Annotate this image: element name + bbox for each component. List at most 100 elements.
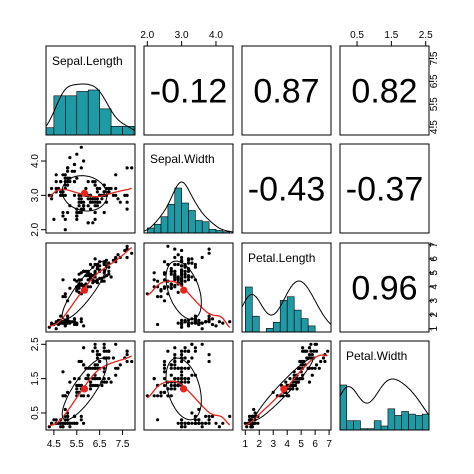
scatter-point — [183, 265, 187, 269]
scatter-point — [59, 321, 63, 325]
density-curve — [340, 378, 429, 416]
tick-label: 2.5 — [30, 337, 41, 351]
scatter-point — [217, 320, 221, 324]
scatter-point — [95, 186, 99, 191]
scatter-point — [197, 318, 201, 322]
scatter-point — [102, 342, 106, 346]
scatter-point — [104, 380, 109, 384]
scatter-point — [159, 390, 163, 394]
scatter-point — [180, 264, 184, 268]
scatter-point — [166, 349, 170, 353]
scatter-point — [86, 278, 90, 282]
scatter-point — [72, 180, 77, 184]
panel-border — [143, 143, 234, 234]
scatter-point — [180, 373, 184, 377]
scatter-point — [284, 380, 288, 384]
scatter-point — [91, 180, 95, 184]
scatter-point — [93, 257, 97, 261]
scatter-point — [176, 253, 180, 257]
tick-label: 5.5 — [429, 97, 440, 111]
scatter-point — [107, 269, 111, 273]
smoother-line — [146, 380, 231, 426]
scatter-point — [66, 314, 70, 318]
scatter-point — [180, 370, 184, 374]
scatter-point — [77, 278, 81, 282]
histogram-bar — [181, 202, 189, 233]
scatter-point — [298, 359, 302, 364]
scatter-point — [162, 260, 167, 264]
x-axis-Petal.Width: 0.5 1.5 2.5 — [350, 30, 433, 46]
scatter-point — [50, 186, 54, 191]
scatter-point — [109, 380, 113, 384]
density-curve — [144, 181, 233, 233]
scatter-point — [86, 373, 90, 377]
scatter-point — [309, 349, 313, 353]
scatter-point — [82, 324, 86, 328]
smoother-line — [49, 355, 133, 427]
tick-label: 5 — [429, 270, 440, 276]
scatter-point — [183, 380, 187, 384]
panel-border — [143, 340, 234, 431]
correlation-ellipse — [61, 260, 108, 320]
scatter-point — [125, 349, 129, 353]
scatter-point — [91, 349, 95, 353]
scatter-point — [183, 346, 187, 350]
scatter-point — [169, 286, 173, 290]
scatter-point — [314, 342, 319, 346]
scatter-point — [221, 421, 225, 425]
scatter-point — [130, 251, 134, 255]
scatter-point — [193, 320, 197, 324]
scatter-point — [180, 318, 184, 322]
scatter-point — [59, 180, 63, 184]
scatter-point — [307, 346, 312, 350]
scatter-point — [180, 321, 184, 325]
scatter-point — [162, 366, 167, 370]
scatter-point — [111, 356, 115, 360]
histogram-bar — [174, 187, 182, 233]
scatter-point — [180, 418, 184, 422]
scatter-point — [91, 281, 95, 285]
scatter-point — [314, 349, 319, 353]
scatter-point — [68, 421, 72, 425]
histogram-bar — [160, 216, 169, 233]
scatter-point — [193, 346, 197, 350]
scatter-point — [183, 366, 187, 370]
scatter-point — [130, 359, 134, 364]
scatter-point — [93, 377, 97, 381]
tick-label: 3.0 — [30, 188, 41, 202]
scatter-point — [309, 342, 313, 346]
scatter-point — [75, 390, 79, 394]
histogram-bar — [208, 228, 217, 233]
scatter-point — [107, 272, 111, 276]
scatter-point — [186, 261, 191, 265]
histogram-bar — [46, 127, 55, 135]
scatter-point — [307, 380, 312, 384]
scatter-point — [289, 383, 293, 388]
scatter-point — [173, 283, 177, 287]
scatter-point — [77, 272, 81, 276]
scatter-point — [52, 418, 56, 422]
scatter-point — [75, 176, 79, 180]
scatter-point — [249, 425, 253, 429]
scatter-point — [93, 271, 97, 275]
scatter-point — [190, 373, 194, 377]
scatter-point — [75, 289, 79, 293]
scatter-point — [210, 322, 215, 327]
correlation-label: 0.87 — [253, 73, 319, 111]
density-curve — [46, 83, 135, 132]
panel-1-0 — [45, 143, 136, 234]
scatter-point — [173, 247, 177, 251]
scatter-point — [162, 359, 167, 364]
smoother-line — [48, 187, 132, 198]
scatter-point — [82, 204, 86, 208]
scatter-point — [193, 262, 197, 267]
scatter-point — [63, 407, 67, 412]
scatter-point — [61, 425, 65, 429]
scatter-point — [207, 247, 211, 251]
histogram-bar — [443, 426, 450, 430]
scatter-point — [102, 210, 106, 215]
scatter-point — [200, 421, 204, 425]
histogram-bar — [201, 221, 210, 233]
scatter-point — [114, 186, 118, 191]
